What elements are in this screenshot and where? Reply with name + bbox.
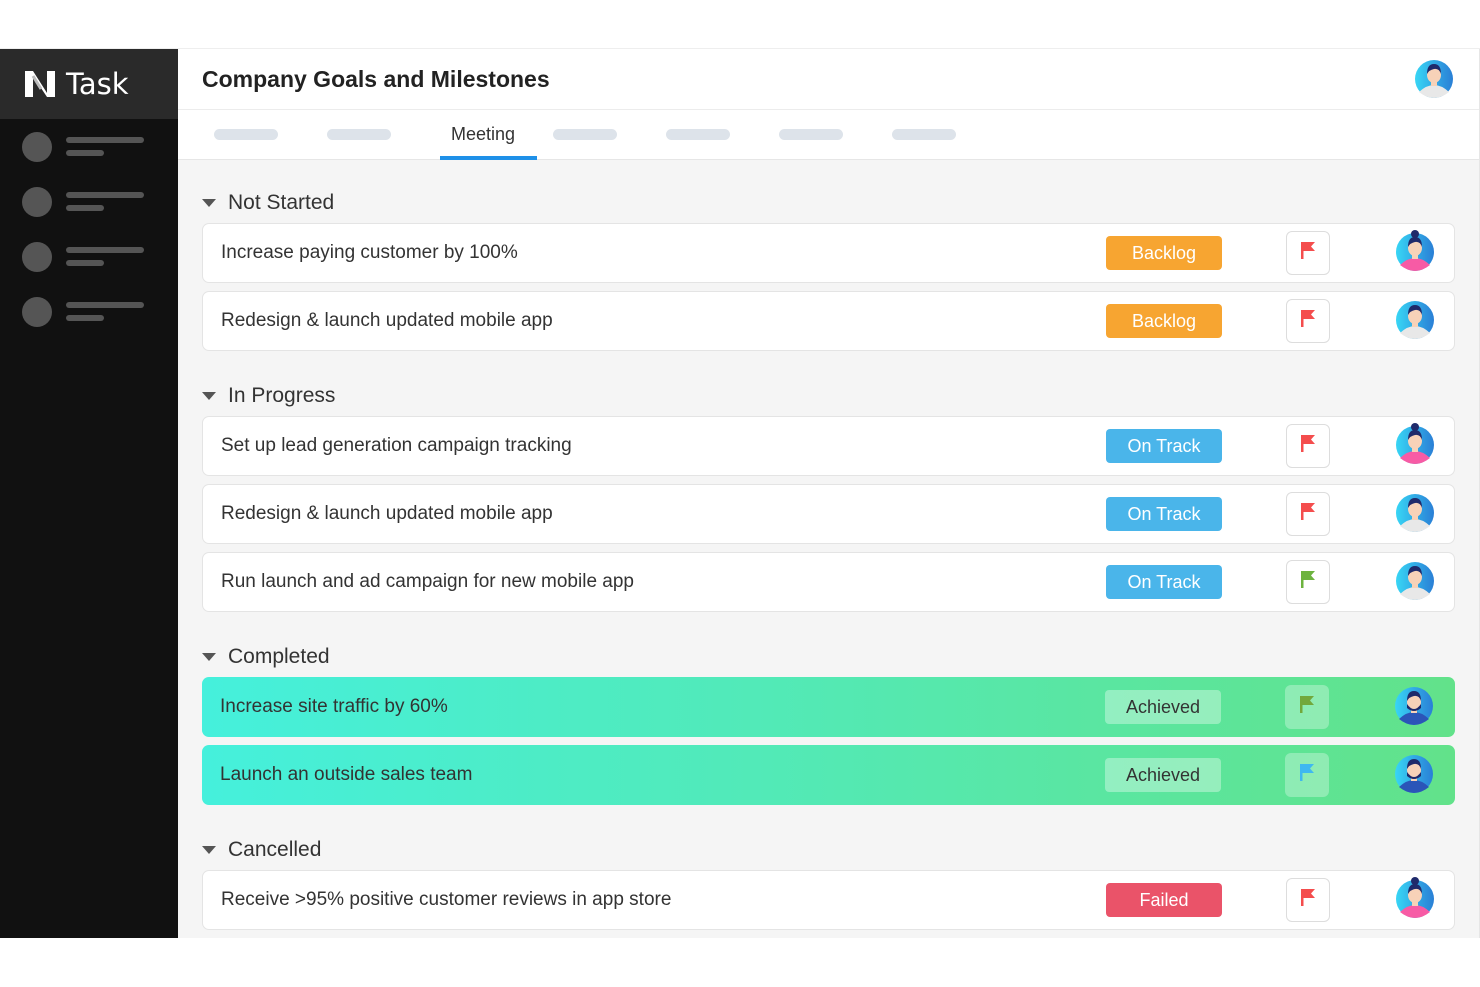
status-badge[interactable]: Failed bbox=[1106, 883, 1222, 917]
section-title: Cancelled bbox=[228, 838, 322, 861]
logo-icon bbox=[25, 71, 55, 97]
logo: Task bbox=[0, 49, 178, 119]
caret-down-icon[interactable] bbox=[202, 846, 216, 854]
page-title: Company Goals and Milestones bbox=[202, 65, 550, 92]
goal-title: Redesign & launch updated mobile app bbox=[221, 503, 553, 524]
status-badge[interactable]: Achieved bbox=[1105, 690, 1221, 724]
flag-icon bbox=[1296, 761, 1318, 789]
tab[interactable] bbox=[892, 109, 1005, 159]
tab[interactable] bbox=[327, 109, 440, 159]
flag-icon bbox=[1297, 307, 1319, 335]
priority-flag-button[interactable] bbox=[1286, 492, 1330, 536]
assignee-avatar[interactable] bbox=[1394, 422, 1436, 470]
tab[interactable] bbox=[214, 109, 327, 159]
user-avatar[interactable] bbox=[1413, 56, 1455, 103]
assignee-avatar[interactable] bbox=[1393, 751, 1435, 799]
flag-icon bbox=[1296, 693, 1318, 721]
flag-icon bbox=[1297, 500, 1319, 528]
priority-flag-button[interactable] bbox=[1286, 231, 1330, 275]
goal-list: Not Started Increase paying customer by 1… bbox=[178, 160, 1479, 938]
tab[interactable] bbox=[553, 109, 666, 159]
page-header: Company Goals and Milestones bbox=[178, 49, 1479, 110]
assignee-avatar[interactable] bbox=[1393, 683, 1435, 731]
status-badge[interactable]: Achieved bbox=[1105, 758, 1221, 792]
priority-flag-button[interactable] bbox=[1285, 753, 1329, 797]
caret-down-icon[interactable] bbox=[202, 392, 216, 400]
goal-title: Run launch and ad campaign for new mobil… bbox=[221, 571, 634, 592]
priority-flag-button[interactable] bbox=[1286, 424, 1330, 468]
caret-down-icon[interactable] bbox=[202, 199, 216, 207]
goal-row[interactable]: Increase site traffic by 60% Achieved bbox=[202, 677, 1455, 737]
assignee-avatar[interactable] bbox=[1394, 490, 1436, 538]
goal-row[interactable]: Increase paying customer by 100% Backlog bbox=[202, 223, 1455, 283]
goal-row[interactable]: Run launch and ad campaign for new mobil… bbox=[202, 552, 1455, 612]
goal-row[interactable]: Launch an outside sales team Achieved bbox=[202, 745, 1455, 805]
status-badge[interactable]: Backlog bbox=[1106, 236, 1222, 270]
assignee-avatar[interactable] bbox=[1394, 558, 1436, 606]
goal-row[interactable]: Redesign & launch updated mobile app On … bbox=[202, 484, 1455, 544]
logo-text: Task bbox=[66, 67, 129, 101]
priority-flag-button[interactable] bbox=[1286, 560, 1330, 604]
sidebar: Task bbox=[0, 49, 178, 938]
status-badge[interactable]: Backlog bbox=[1106, 304, 1222, 338]
sidebar-item[interactable] bbox=[0, 174, 178, 229]
tab[interactable] bbox=[779, 109, 892, 159]
goal-row[interactable]: Redesign & launch updated mobile app Bac… bbox=[202, 291, 1455, 351]
section-title: Completed bbox=[228, 645, 330, 668]
main-panel: Company Goals and Milestones Meeting Not… bbox=[178, 49, 1480, 938]
section-title: Not Started bbox=[228, 191, 335, 214]
caret-down-icon[interactable] bbox=[202, 653, 216, 661]
assignee-avatar[interactable] bbox=[1394, 297, 1436, 345]
section-header[interactable]: In Progress bbox=[202, 381, 1455, 411]
flag-icon bbox=[1297, 432, 1319, 460]
flag-icon bbox=[1297, 886, 1319, 914]
tab-bar: Meeting bbox=[178, 110, 1479, 160]
section-header[interactable]: Cancelled bbox=[202, 835, 1455, 865]
goal-title: Set up lead generation campaign tracking bbox=[221, 435, 572, 456]
assignee-avatar[interactable] bbox=[1394, 229, 1436, 277]
priority-flag-button[interactable] bbox=[1285, 685, 1329, 729]
app-window: Task Company Goals and Milestones Meetin… bbox=[0, 48, 1480, 938]
goal-title: Redesign & launch updated mobile app bbox=[221, 310, 553, 331]
flag-icon bbox=[1297, 568, 1319, 596]
goal-row[interactable]: Receive >95% positive customer reviews i… bbox=[202, 870, 1455, 930]
tab-meeting[interactable]: Meeting bbox=[440, 109, 553, 160]
goal-title: Receive >95% positive customer reviews i… bbox=[221, 889, 672, 910]
priority-flag-button[interactable] bbox=[1286, 299, 1330, 343]
goal-title: Increase site traffic by 60% bbox=[220, 696, 448, 717]
goal-title: Increase paying customer by 100% bbox=[221, 242, 518, 263]
sidebar-item[interactable] bbox=[0, 284, 178, 339]
goal-title: Launch an outside sales team bbox=[220, 764, 473, 785]
section-header[interactable]: Completed bbox=[202, 642, 1455, 672]
status-badge[interactable]: On Track bbox=[1106, 565, 1222, 599]
status-badge[interactable]: On Track bbox=[1106, 429, 1222, 463]
priority-flag-button[interactable] bbox=[1286, 878, 1330, 922]
status-badge[interactable]: On Track bbox=[1106, 497, 1222, 531]
assignee-avatar[interactable] bbox=[1394, 876, 1436, 924]
sidebar-item[interactable] bbox=[0, 119, 178, 174]
sidebar-item[interactable] bbox=[0, 229, 178, 284]
tab[interactable] bbox=[666, 109, 779, 159]
flag-icon bbox=[1297, 239, 1319, 267]
section-title: In Progress bbox=[228, 384, 336, 407]
section-header[interactable]: Not Started bbox=[202, 188, 1455, 218]
goal-row[interactable]: Set up lead generation campaign tracking… bbox=[202, 416, 1455, 476]
